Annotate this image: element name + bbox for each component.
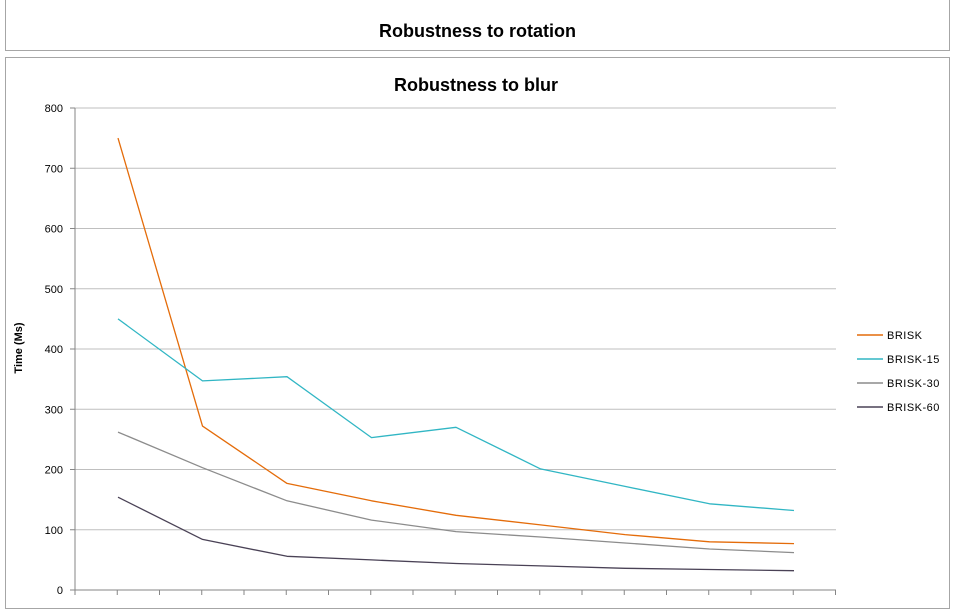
y-tick-label: 800: [45, 103, 63, 115]
y-tick-label: 500: [45, 284, 63, 296]
legend: BRISK BRISK-15 BRISK-30 BRISK-60: [857, 330, 940, 414]
y-tick-label: 0: [57, 585, 63, 597]
y-tick-label: 300: [45, 404, 63, 416]
legend-label: BRISK-15: [887, 354, 940, 366]
background-chart-title: Robustness to rotation: [379, 21, 576, 41]
chart-card: [5, 57, 950, 609]
legend-label: BRISK-30: [887, 378, 940, 390]
series-line-brisk-30: [117, 431, 795, 554]
gridlines: [75, 107, 836, 531]
legend-label: BRISK: [887, 330, 923, 342]
series-line-brisk-15: [117, 318, 795, 512]
y-axis-label: Time (Ms): [13, 322, 25, 373]
chart-title: Robustness to blur: [394, 75, 558, 95]
y-tick-label: 100: [45, 525, 63, 537]
y-tick-label: 700: [45, 163, 63, 175]
y-tick-label: 400: [45, 344, 63, 356]
series-line-brisk: [117, 137, 795, 545]
background-chart-card: Robustness to rotation: [5, 0, 950, 51]
y-tick-label: 600: [45, 224, 63, 236]
y-tick-label: 200: [45, 465, 63, 477]
legend-label: BRISK-60: [887, 402, 940, 414]
axes: [70, 107, 836, 595]
y-tick-labels: 0 100 200 300 400 500 600 700 800: [45, 103, 63, 597]
series-lines: [117, 137, 795, 572]
series-line-brisk-60: [117, 496, 795, 572]
